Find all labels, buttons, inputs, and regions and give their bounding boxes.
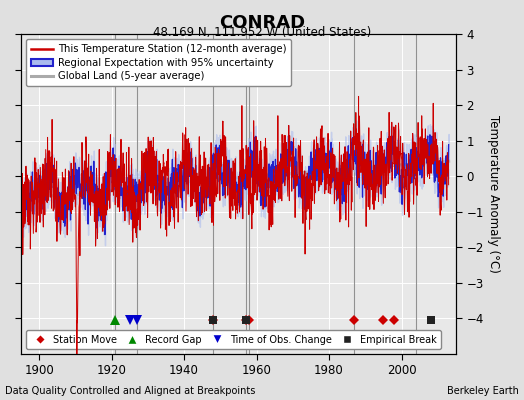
Legend: Station Move, Record Gap, Time of Obs. Change, Empirical Break: Station Move, Record Gap, Time of Obs. C… xyxy=(26,330,441,349)
Text: CONRAD: CONRAD xyxy=(219,14,305,32)
Text: Data Quality Controlled and Aligned at Breakpoints: Data Quality Controlled and Aligned at B… xyxy=(5,386,256,396)
Y-axis label: Temperature Anomaly (°C): Temperature Anomaly (°C) xyxy=(487,115,500,273)
Text: Berkeley Earth: Berkeley Earth xyxy=(447,386,519,396)
Text: 48.169 N, 111.952 W (United States): 48.169 N, 111.952 W (United States) xyxy=(153,26,371,39)
